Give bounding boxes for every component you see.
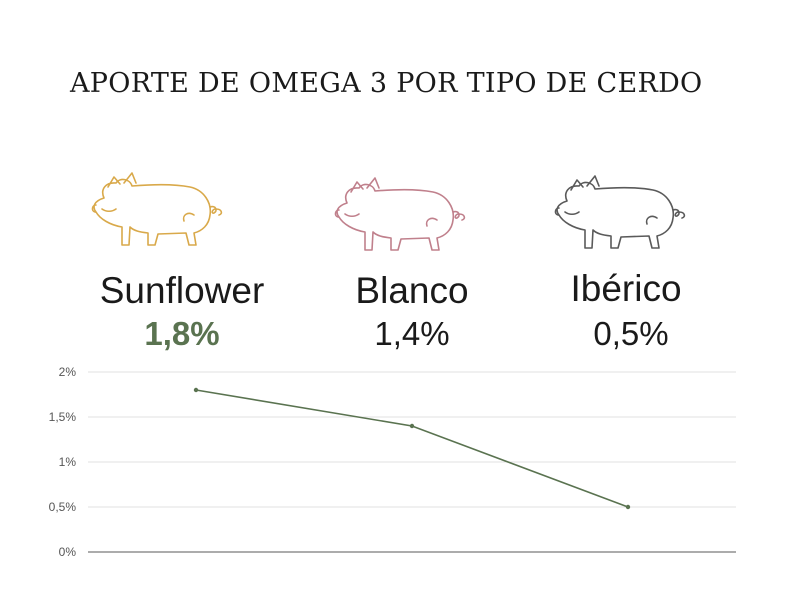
pig-name-iberico: Ibérico	[570, 268, 682, 309]
data-point	[409, 423, 415, 429]
pig-icon-blanco	[325, 170, 475, 260]
y-tick-label: 0%	[59, 545, 77, 559]
pig-name-blanco: Blanco	[355, 270, 469, 311]
data-point	[193, 387, 199, 393]
y-tick-label: 1%	[59, 455, 77, 469]
pig-name-sunflower: Sunflower	[99, 270, 265, 311]
pig-icon-sunflower	[82, 165, 232, 255]
series-line	[195, 389, 629, 508]
data-point	[625, 504, 631, 510]
pig-icon	[91, 172, 223, 246]
pig-icon	[554, 175, 686, 249]
pig-value-sunflower: 1,8%	[144, 315, 220, 352]
pig-value-iberico: 0,5%	[593, 315, 669, 352]
chart-title: APORTE DE OMEGA 3 POR TIPO DE CERDO	[70, 68, 703, 99]
y-tick-label: 0,5%	[49, 500, 77, 514]
y-tick-label: 2%	[59, 365, 77, 379]
pig-icon-iberico	[545, 168, 695, 258]
pig-icon	[334, 177, 466, 251]
pig-value-blanco: 1,4%	[374, 315, 450, 352]
line-chart: 0% 0,5% 1% 1,5% 2%	[49, 365, 736, 559]
y-tick-label: 1,5%	[49, 410, 77, 424]
